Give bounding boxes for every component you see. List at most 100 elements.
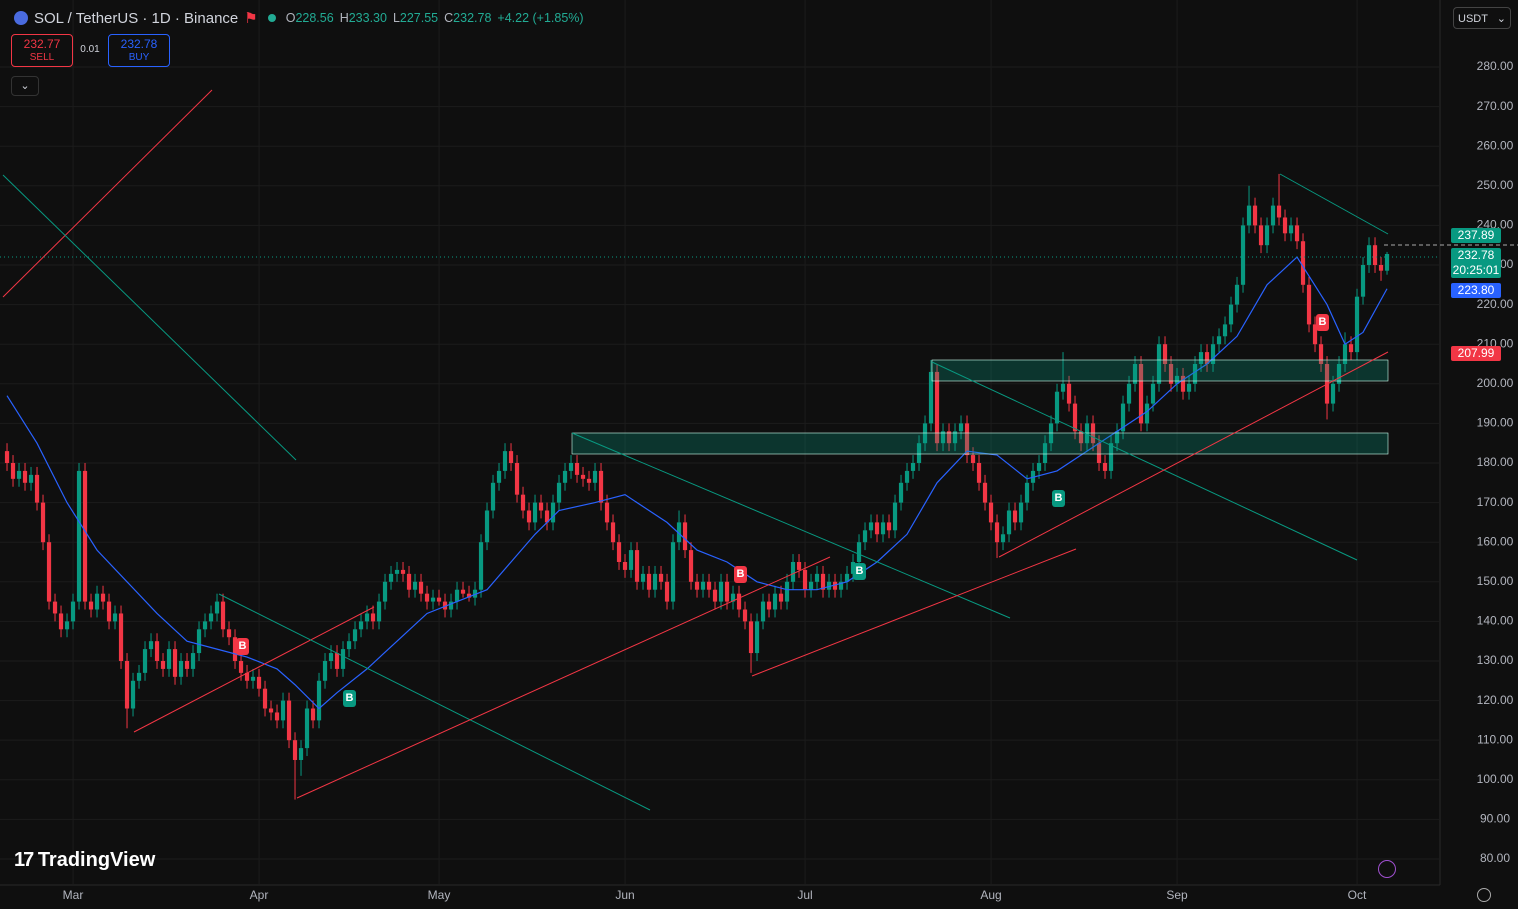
candle-body (730, 593, 736, 602)
candle-body (916, 443, 922, 463)
candle-body (40, 502, 46, 543)
buy-label: BUY (128, 52, 150, 63)
candle-body (190, 653, 196, 669)
candle-body (274, 712, 280, 721)
candle-body (346, 641, 352, 650)
buy-button[interactable]: 232.78 BUY (108, 34, 170, 67)
candle-body (1186, 383, 1192, 392)
sell-price: 232.77 (23, 37, 61, 51)
candle-body (418, 581, 424, 594)
candle-body (484, 510, 490, 543)
candle-body (862, 530, 868, 543)
candle-body (238, 660, 244, 673)
candle-body (934, 371, 940, 444)
ohlc-value: 228.56 (295, 11, 334, 25)
candle-body (142, 649, 148, 673)
candle-body (742, 609, 748, 622)
candle-body (244, 672, 250, 681)
candle-body (994, 522, 1000, 543)
candle-body (52, 601, 58, 614)
candle-body (1246, 205, 1252, 226)
candle-body (1000, 534, 1006, 543)
flag[interactable]: ⚑ (244, 10, 258, 27)
candle-body (76, 470, 82, 602)
candle-body (628, 550, 634, 570)
candle-body (658, 573, 664, 582)
candle-body (490, 482, 496, 511)
candle-body (448, 601, 454, 610)
candle-body (1078, 431, 1084, 444)
alert-icon[interactable] (1378, 860, 1396, 878)
candle-body (568, 462, 574, 471)
candle-body (898, 482, 904, 503)
candle-body (820, 573, 826, 590)
candle-body (736, 593, 742, 610)
candle-body (106, 601, 112, 622)
candle-body (454, 589, 460, 602)
candle-body (1096, 443, 1102, 463)
candle-body (928, 371, 934, 424)
candle-body (1006, 510, 1012, 535)
candle-body (1198, 352, 1204, 364)
candle-body (214, 601, 220, 614)
candle-body (16, 470, 22, 479)
candle-body (310, 708, 316, 721)
logo: 17 (14, 849, 34, 871)
settings-icon[interactable] (1477, 888, 1491, 902)
candle-body (700, 581, 706, 590)
symbol[interactable]: SOL / TetherUS · 1D · Binance (34, 9, 239, 27)
candle-body (1156, 344, 1162, 384)
candle-body (1312, 324, 1318, 345)
candle-body (682, 522, 688, 551)
collapse-button[interactable]: ⌄ (11, 76, 39, 96)
candle-body (430, 597, 436, 602)
trend-line (571, 432, 1011, 619)
currency-select[interactable]: USDT ⌄ (1453, 7, 1511, 29)
candle-body (1252, 205, 1258, 226)
x-tick-label: Apr (250, 888, 269, 902)
symbol-header: SOL / TetherUS · 1D · Binance ⚑ O 228.56 … (14, 9, 584, 27)
candle-body (958, 423, 964, 432)
signal: B (1052, 490, 1065, 507)
x-tick-label: Sep (1166, 888, 1188, 902)
candle-body (814, 573, 820, 582)
candle-body (370, 613, 376, 622)
signal: B (343, 690, 356, 707)
candle-body (1132, 363, 1138, 384)
candle-body (664, 581, 670, 602)
candle-body (202, 621, 208, 630)
candle-body (298, 748, 304, 760)
candle-body (538, 502, 544, 511)
candle-body (1144, 403, 1150, 424)
ohlc-label: O (285, 11, 296, 25)
candle-body (208, 613, 214, 622)
y-tick-label: 90.00 (1480, 812, 1510, 826)
candle-body (1306, 284, 1312, 325)
moving-average (6, 256, 1388, 710)
candle-body (964, 423, 970, 456)
candle-body (1276, 205, 1282, 218)
y-tick-label: 110.00 (1477, 732, 1513, 746)
candle-body (28, 474, 34, 483)
candle-body (88, 601, 94, 610)
candle-body (1102, 462, 1108, 471)
currency: USDT (1458, 13, 1488, 25)
brand[interactable]: 17 TradingView (14, 849, 155, 872)
signal: B (734, 566, 747, 583)
candle-body (1234, 284, 1240, 305)
candle-body (838, 581, 844, 590)
candle-body (118, 613, 124, 661)
trend-line (931, 361, 1358, 561)
candle-body (412, 581, 418, 590)
candle-body (1210, 344, 1216, 364)
candle-body (718, 581, 724, 602)
y-tick-label: 140.00 (1477, 614, 1514, 628)
sell-button[interactable]: 232.77 SELL (11, 34, 73, 67)
candle-body (1342, 344, 1348, 364)
candle-body (1150, 383, 1156, 404)
y-tick-label: 270.00 (1477, 99, 1514, 113)
candle-body (640, 573, 646, 582)
y-tick-label: 260.00 (1477, 138, 1514, 152)
candle-body (784, 581, 790, 602)
candle-body (634, 550, 640, 582)
